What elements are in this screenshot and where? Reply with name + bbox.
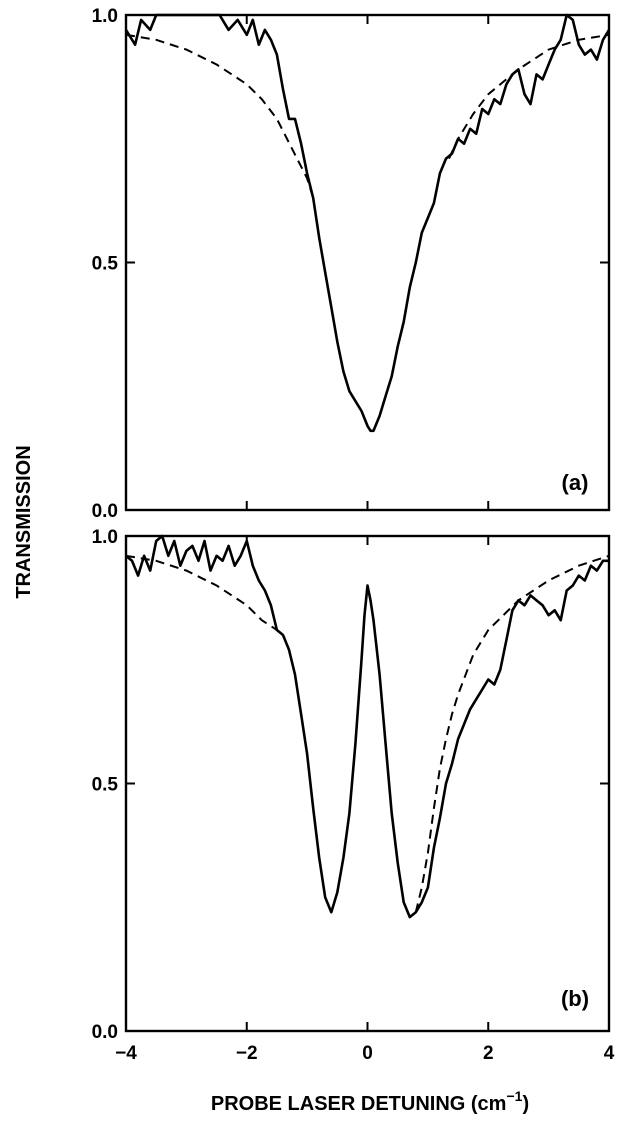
panel-a-frame (124, 13, 611, 512)
panel-a-label: (a) (562, 470, 589, 495)
panel-b-x-tick-label: 4 (604, 1043, 615, 1064)
x-axis-label-superscript: −1 (506, 1088, 522, 1104)
panel-b-x-tick-label: 2 (483, 1043, 494, 1064)
panel-b-x-tick-label: −4 (115, 1043, 137, 1064)
x-axis-label-close: ) (522, 1093, 529, 1115)
panel-a-y-tick-label: 0.5 (92, 254, 119, 275)
panel-a-y-tick-label: 0.0 (92, 501, 118, 522)
panel-b-y-tick-label: 0.0 (92, 1022, 118, 1043)
panel-b-fit-curve-2 (414, 554, 610, 913)
panel-a: 0.0 0.5 1.0 (a) (92, 6, 611, 522)
panel-b-x-tick-label: 0 (362, 1043, 373, 1064)
x-axis-label-text: PROBE LASER DETUNING (cm (211, 1093, 507, 1115)
panel-a-measured-curve (124, 13, 611, 433)
panel-b-measured-curve (125, 534, 609, 919)
panel-b: −4 −2 0 2 4 0.0 0.5 1.0 (b) (92, 527, 615, 1064)
panel-a-fit-curve-2 (448, 33, 610, 160)
x-axis-label: PROBE LASER DETUNING (cm−1) (211, 1088, 529, 1115)
panel-b-y-tick-label: 0.5 (92, 775, 119, 796)
panel-a-y-tick-label: 1.0 (92, 6, 118, 27)
panel-a-fit-curve-1 (125, 33, 315, 199)
panel-b-frame (124, 534, 611, 1033)
panel-b-x-tick-label: −2 (236, 1043, 258, 1064)
y-axis-label: TRANSMISSION (13, 445, 35, 598)
panel-b-fit-curve-1 (125, 554, 278, 631)
panel-b-label: (b) (561, 986, 589, 1011)
panel-b-y-tick-label: 1.0 (92, 527, 118, 548)
